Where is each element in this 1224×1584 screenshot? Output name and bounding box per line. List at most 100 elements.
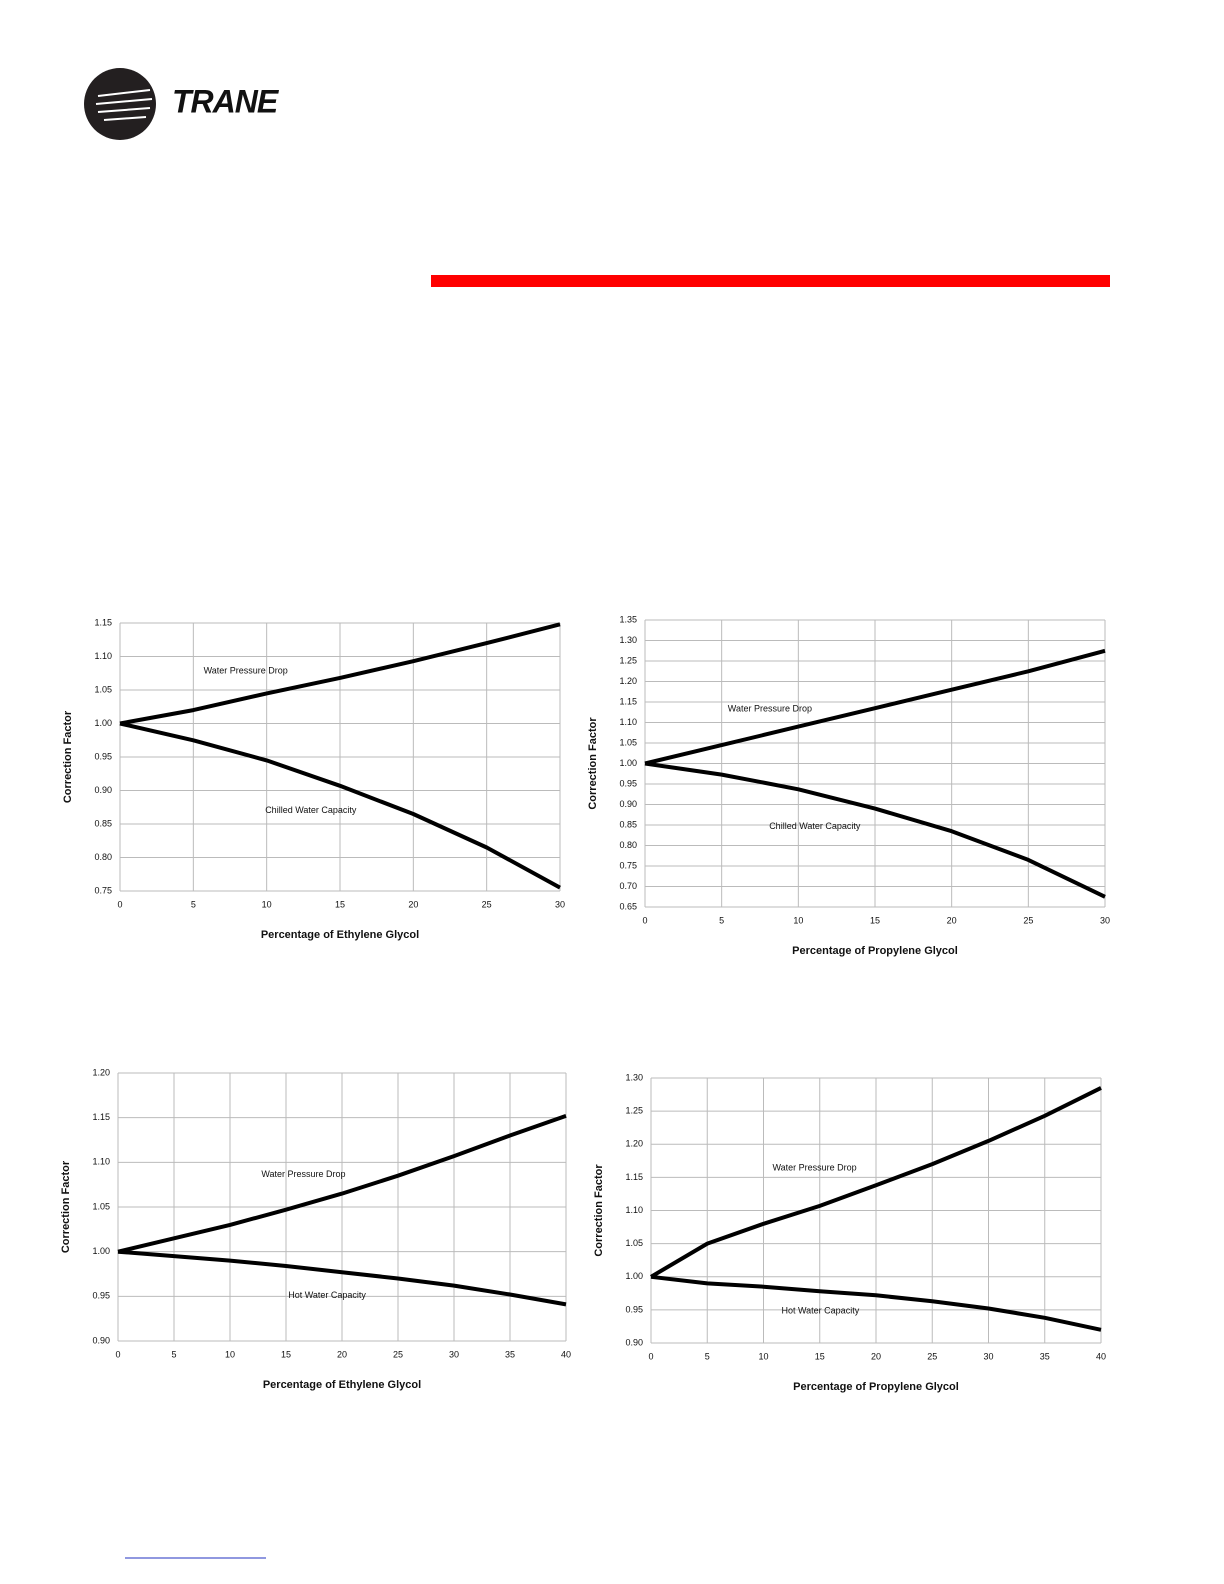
y-tick-label: 0.95 (625, 1304, 643, 1314)
x-tick-label: 20 (947, 915, 957, 925)
logo: TRANE (84, 68, 281, 140)
y-tick-label: 0.95 (94, 751, 112, 761)
y-tick-label: 0.90 (94, 785, 112, 795)
y-tick-label: 1.05 (92, 1201, 110, 1211)
y-tick-label: 1.05 (94, 684, 112, 694)
x-tick-label: 35 (1040, 1351, 1050, 1361)
x-tick-label: 30 (983, 1351, 993, 1361)
x-tick-label: 20 (871, 1351, 881, 1361)
y-tick-label: 1.15 (619, 696, 637, 706)
x-tick-label: 15 (870, 915, 880, 925)
x-tick-label: 30 (555, 899, 565, 909)
y-tick-label: 1.15 (92, 1112, 110, 1122)
x-tick-label: 15 (335, 899, 345, 909)
x-tick-label: 0 (642, 915, 647, 925)
x-tick-label: 25 (393, 1349, 403, 1359)
y-tick-label: 1.05 (619, 737, 637, 747)
y-tick-label: 1.35 (619, 614, 637, 624)
x-axis-label: Percentage of Propylene Glycol (792, 945, 958, 957)
x-tick-label: 30 (1100, 915, 1110, 925)
y-tick-label: 0.95 (92, 1291, 110, 1301)
x-tick-label: 0 (648, 1351, 653, 1361)
x-tick-label: 30 (449, 1349, 459, 1359)
y-tick-label: 1.10 (625, 1205, 643, 1215)
y-tick-label: 1.10 (94, 651, 112, 661)
x-tick-label: 10 (793, 915, 803, 925)
y-tick-label: 0.70 (619, 881, 637, 891)
logo-stripes (95, 89, 153, 121)
series-label: Chilled Water Capacity (769, 821, 861, 831)
series-label: Water Pressure Drop (773, 1162, 857, 1172)
series-line (119, 721, 561, 890)
logo-text: TRANE (172, 83, 280, 119)
y-tick-label: 0.80 (619, 840, 637, 850)
y-tick-label: 1.00 (625, 1271, 643, 1281)
y-tick-label: 1.00 (94, 718, 112, 728)
series-line (117, 1114, 567, 1254)
y-axis-label: Correction Factor (593, 1164, 605, 1257)
y-tick-label: 0.65 (619, 901, 637, 911)
series-label: Water Pressure Drop (204, 666, 288, 676)
x-tick-label: 25 (482, 899, 492, 909)
y-tick-label: 1.10 (619, 717, 637, 727)
y-tick-label: 0.75 (94, 885, 112, 895)
x-tick-label: 15 (815, 1351, 825, 1361)
series-line (644, 648, 1106, 766)
y-tick-label: 1.25 (619, 655, 637, 665)
x-tick-label: 20 (408, 899, 418, 909)
y-tick-label: 1.10 (92, 1157, 110, 1167)
x-tick-label: 5 (171, 1349, 176, 1359)
y-tick-label: 1.00 (92, 1246, 110, 1256)
y-tick-label: 0.90 (619, 799, 637, 809)
y-tick-label: 1.20 (625, 1139, 643, 1149)
y-axis-label: Correction Factor (60, 1160, 72, 1253)
x-tick-label: 25 (927, 1351, 937, 1361)
x-tick-label: 15 (281, 1349, 291, 1359)
y-axis-label: Correction Factor (62, 710, 74, 803)
x-tick-label: 0 (115, 1349, 120, 1359)
series-line (117, 1249, 567, 1307)
x-tick-label: 40 (1096, 1351, 1106, 1361)
series-line (644, 761, 1106, 899)
x-tick-label: 5 (719, 915, 724, 925)
x-tick-label: 20 (337, 1349, 347, 1359)
x-tick-label: 25 (1023, 915, 1033, 925)
series-label: Water Pressure Drop (728, 703, 812, 713)
x-tick-label: 0 (117, 899, 122, 909)
y-tick-label: 1.05 (625, 1238, 643, 1248)
x-tick-label: 5 (705, 1351, 710, 1361)
y-tick-label: 0.85 (619, 819, 637, 829)
x-tick-label: 35 (505, 1349, 515, 1359)
x-tick-label: 10 (262, 899, 272, 909)
x-tick-label: 40 (561, 1349, 571, 1359)
logo-mark (84, 68, 156, 140)
y-tick-label: 0.75 (619, 860, 637, 870)
series-line (650, 1274, 1102, 1332)
x-tick-label: 5 (191, 899, 196, 909)
y-tick-label: 1.25 (625, 1106, 643, 1116)
y-tick-label: 1.20 (619, 676, 637, 686)
y-tick-label: 1.20 (92, 1067, 110, 1077)
chart: 0.90 0.95 1.00 1.05 1.10 1.15 1.20 1.25 1.30 0 5 10… (593, 1072, 1106, 1393)
x-axis-label: Percentage of Ethylene Glycol (263, 1379, 421, 1391)
series-label: Hot Water Capacity (782, 1306, 860, 1316)
y-tick-label: 1.15 (625, 1172, 643, 1182)
series-label: Chilled Water Capacity (265, 805, 357, 815)
series-line (119, 622, 561, 726)
y-tick-label: 0.80 (94, 852, 112, 862)
x-axis-label: Percentage of Ethylene Glycol (261, 929, 419, 941)
chart: 0.65 0.70 0.75 0.80 0.85 0.90 0.95 1.00 1.05 1.10… (587, 614, 1110, 957)
chart: 0.75 0.80 0.85 0.90 0.95 1.00 1.05 1.10 1.15 0 5 10… (62, 617, 565, 941)
x-tick-label: 10 (225, 1349, 235, 1359)
x-axis-label: Percentage of Propylene Glycol (793, 1381, 959, 1393)
y-tick-label: 1.00 (619, 758, 637, 768)
x-tick-label: 10 (758, 1351, 768, 1361)
series-line (649, 1086, 1102, 1279)
series-label: Water Pressure Drop (261, 1169, 345, 1179)
chart: 0.90 0.95 1.00 1.05 1.10 1.15 1.20 0 5 10 15 20 25 30… (60, 1067, 571, 1391)
y-tick-label: 0.90 (625, 1337, 643, 1347)
y-tick-label: 0.95 (619, 778, 637, 788)
series-label: Hot Water Capacity (288, 1290, 366, 1300)
y-axis-label: Correction Factor (587, 717, 599, 810)
